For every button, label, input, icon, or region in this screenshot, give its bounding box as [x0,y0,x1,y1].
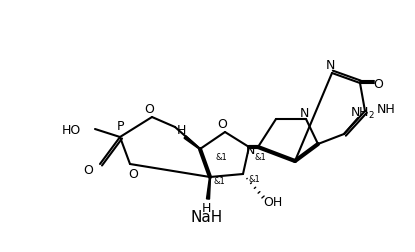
Text: H: H [201,201,211,214]
Text: NaH: NaH [191,210,223,225]
Text: &1: &1 [213,176,225,185]
Text: NH: NH [377,102,396,115]
Text: O: O [373,77,383,90]
Text: HO: HO [62,123,81,136]
Text: N: N [299,106,309,119]
Text: &1: &1 [254,153,266,162]
Text: O: O [83,163,93,176]
Polygon shape [184,136,200,150]
Text: &1: &1 [215,153,227,162]
Text: O: O [128,167,138,180]
Text: &1: &1 [248,175,260,184]
Text: N: N [245,144,255,157]
Text: OH: OH [264,196,283,209]
Text: NH$_2$: NH$_2$ [349,105,374,120]
Text: O: O [217,117,227,130]
Text: O: O [144,102,154,115]
Text: H: H [176,124,186,137]
Polygon shape [207,177,210,199]
Text: N: N [325,58,334,71]
Text: P: P [116,119,124,132]
